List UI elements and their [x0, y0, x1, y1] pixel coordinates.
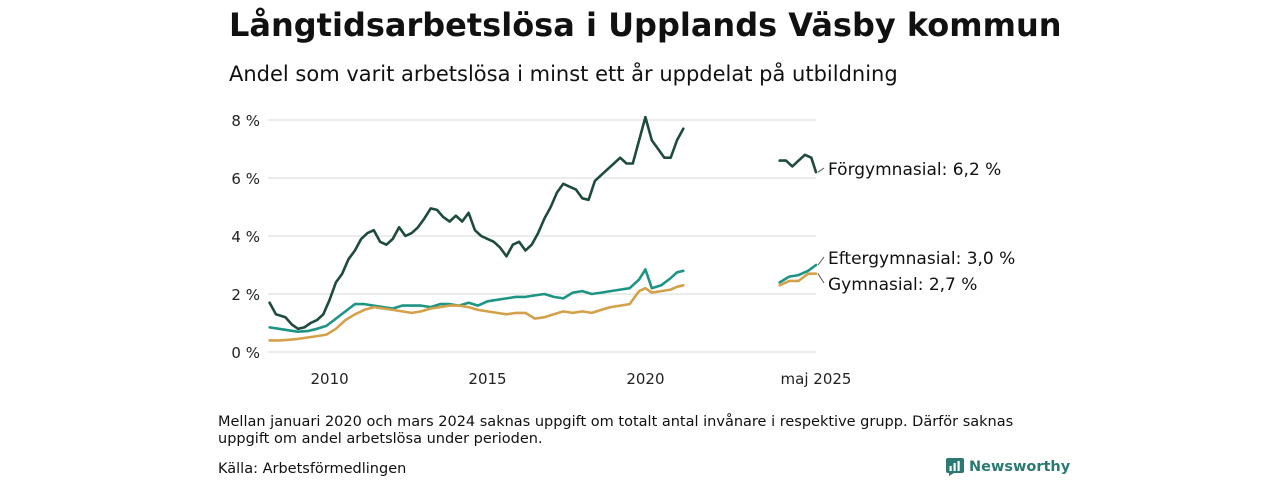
brand-logo: Newsworthy — [946, 458, 1070, 476]
y-tick-label: 8 % — [231, 112, 260, 130]
chart-subtitle: Andel som varit arbetslösa i minst ett å… — [229, 62, 898, 86]
series-labels: Förgymnasial: 6,2 % Eftergymnasial: 3,0 %… — [817, 160, 1015, 295]
series-line — [268, 115, 685, 331]
label-leader — [817, 273, 825, 284]
x-tick-label: 2010 — [310, 370, 348, 388]
label-leader — [817, 256, 825, 266]
x-tick-label: 2015 — [468, 370, 506, 388]
label-leader — [817, 167, 825, 173]
x-tick-label: 2020 — [626, 370, 664, 388]
x-axis-ticks: 2010 2015 2020 maj 2025 — [310, 370, 851, 388]
gridlines — [268, 119, 816, 353]
chart-title: Långtidsarbetslösa i Upplands Väsby komm… — [229, 6, 1062, 44]
series-line — [778, 263, 818, 284]
newsworthy-logo-icon — [946, 458, 964, 476]
series-line — [778, 272, 818, 287]
footnote: Mellan januari 2020 och mars 2024 saknas… — [218, 414, 1014, 447]
series-end-label: Eftergymnasial: 3,0 % — [828, 249, 1015, 269]
y-tick-label: 6 % — [231, 170, 260, 188]
series-end-label: Gymnasial: 2,7 % — [828, 275, 977, 295]
brand-name: Newsworthy — [969, 459, 1071, 475]
y-tick-label: 0 % — [231, 344, 260, 362]
y-axis-ticks: 0 % 2 % 4 % 6 % 8 % — [231, 112, 260, 362]
line-chart: 0 % 2 % 4 % 6 % 8 % 2010 2015 2020 maj 2025 För… — [231, 112, 1015, 388]
series-line — [778, 153, 818, 174]
series-line — [268, 284, 685, 342]
source-note: Källa: Arbetsförmedlingen — [218, 461, 407, 477]
x-tick-label: maj 2025 — [781, 370, 852, 388]
y-tick-label: 2 % — [231, 286, 260, 304]
series-lines — [268, 115, 818, 342]
y-tick-label: 4 % — [231, 228, 260, 246]
series-end-label: Förgymnasial: 6,2 % — [828, 160, 1001, 180]
series-line — [268, 268, 685, 333]
